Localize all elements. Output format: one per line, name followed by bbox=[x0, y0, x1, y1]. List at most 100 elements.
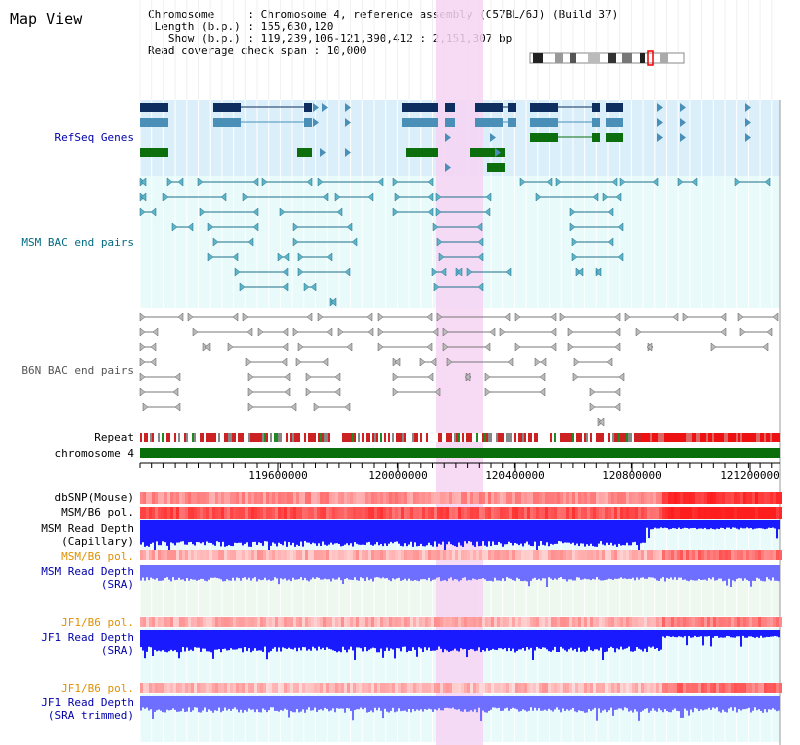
depth-bar bbox=[468, 565, 470, 580]
heatmap-cell bbox=[518, 683, 521, 693]
heatmap-cell bbox=[602, 550, 605, 560]
depth-bar bbox=[604, 630, 606, 653]
depth-bar bbox=[186, 565, 188, 578]
heatmap-cell bbox=[179, 507, 182, 519]
track-label-jf1-depth-trimmed[interactable]: JF1 Read Depth (SRA trimmed) bbox=[0, 696, 134, 722]
heatmap-cell bbox=[317, 492, 320, 504]
heatmap-cell bbox=[746, 507, 749, 519]
heatmap-cell bbox=[434, 507, 437, 519]
depth-bar bbox=[218, 696, 220, 708]
depth-bar bbox=[490, 565, 492, 581]
depth-bar bbox=[600, 630, 602, 648]
depth-bar bbox=[382, 565, 384, 578]
depth-bar bbox=[224, 520, 226, 547]
msm-bac-pairs[interactable] bbox=[139, 177, 771, 307]
track-label-line: (SRA) bbox=[100, 644, 134, 657]
depth-bar bbox=[246, 696, 248, 712]
depth-bar bbox=[534, 565, 536, 578]
heatmap-cell bbox=[236, 507, 239, 519]
depth-bar bbox=[762, 565, 764, 582]
repeat-mark bbox=[294, 433, 296, 442]
b6n-bac-pairs[interactable] bbox=[139, 312, 779, 427]
bac-end-arrow bbox=[433, 282, 440, 292]
heatmap-cell bbox=[617, 683, 620, 693]
track-label-msm-b6-pol[interactable]: MSM/B6 pol. bbox=[61, 506, 134, 519]
depth-bar bbox=[516, 565, 518, 578]
depth-bar bbox=[516, 520, 518, 544]
bac-end-arrow bbox=[766, 327, 773, 337]
repeat-mark bbox=[300, 433, 302, 442]
depth-bar bbox=[404, 696, 406, 711]
refseq-gene-models[interactable] bbox=[140, 103, 751, 172]
heatmap-cell bbox=[335, 492, 338, 504]
repeat-mark bbox=[256, 433, 258, 442]
track-label-chromosome[interactable]: chromosome 4 bbox=[54, 447, 134, 460]
heatmap-cell bbox=[440, 617, 443, 627]
track-label-refseq[interactable]: RefSeq Genes bbox=[54, 131, 134, 144]
track-label-msm-b6-pol-sra[interactable]: MSM/B6 pol. bbox=[61, 550, 134, 563]
repeat-mark bbox=[476, 433, 478, 442]
depth-bar bbox=[412, 565, 414, 581]
heatmap-cell bbox=[641, 492, 644, 504]
depth-bar bbox=[776, 565, 778, 581]
heatmap-cell bbox=[770, 683, 773, 693]
chromosome-ideogram[interactable] bbox=[529, 50, 685, 66]
repeat-mark bbox=[726, 433, 728, 442]
bac-end-arrow bbox=[277, 252, 284, 262]
depth-bar bbox=[288, 630, 290, 648]
track-label-msm-depth-sra[interactable]: MSM Read Depth (SRA) bbox=[0, 565, 134, 591]
heatmap-cell bbox=[701, 507, 704, 519]
heatmap-cell bbox=[164, 683, 167, 693]
depth-bar bbox=[390, 630, 392, 649]
repeat-mark bbox=[690, 433, 692, 442]
polymorphism-heatmaps bbox=[140, 492, 782, 693]
heatmap-cell bbox=[227, 492, 230, 504]
depth-bar bbox=[564, 630, 566, 651]
depth-bar bbox=[622, 565, 624, 579]
depth-bar bbox=[170, 565, 172, 582]
depth-bar bbox=[524, 565, 526, 581]
heatmap-cell bbox=[458, 550, 461, 560]
depth-bar bbox=[194, 520, 196, 546]
depth-bar bbox=[250, 630, 252, 653]
heatmap-cell bbox=[302, 683, 305, 693]
heatmap-cell bbox=[608, 683, 611, 693]
track-label-b6n-bac[interactable]: B6N BAC end pairs bbox=[21, 364, 134, 377]
track-label-jf1-b6-pol-trimmed[interactable]: JF1/B6 pol. bbox=[61, 682, 134, 695]
depth-bar bbox=[200, 565, 202, 579]
track-label-msm-depth-capillary[interactable]: MSM Read Depth (Capillary) bbox=[0, 522, 134, 548]
heatmap-cell bbox=[371, 683, 374, 693]
heatmap-cell bbox=[239, 550, 242, 560]
depth-bar bbox=[210, 696, 212, 711]
depth-bar bbox=[250, 565, 252, 581]
depth-bar bbox=[292, 520, 294, 543]
repeat-mark bbox=[214, 433, 216, 442]
depth-bar bbox=[552, 565, 554, 580]
track-label-msm-bac[interactable]: MSM BAC end pairs bbox=[21, 236, 134, 249]
heatmap-cell bbox=[608, 550, 611, 560]
depth-bar bbox=[146, 565, 148, 578]
heatmap-cell bbox=[578, 507, 581, 519]
gene-exon bbox=[592, 118, 600, 127]
track-label-dbsnp[interactable]: dbSNP(Mouse) bbox=[54, 491, 134, 504]
depth-bar bbox=[240, 630, 242, 649]
gene-exon bbox=[447, 103, 455, 112]
heatmap-cell bbox=[314, 507, 317, 519]
heatmap-cell bbox=[284, 617, 287, 627]
depth-bar bbox=[738, 696, 740, 710]
depth-bar bbox=[558, 520, 560, 542]
heatmap-cell bbox=[368, 683, 371, 693]
heatmap-cell bbox=[611, 617, 614, 627]
depth-bar bbox=[382, 630, 384, 658]
heatmap-cell bbox=[185, 683, 188, 693]
heatmap-cell bbox=[140, 492, 143, 504]
bac-end-arrow bbox=[737, 312, 744, 322]
track-label-jf1-b6-pol[interactable]: JF1/B6 pol. bbox=[61, 616, 134, 629]
depth-bar bbox=[356, 696, 358, 710]
depth-bar bbox=[552, 630, 554, 651]
track-label-repeat[interactable]: Repeat bbox=[94, 431, 134, 444]
depth-bar bbox=[532, 520, 534, 547]
track-label-jf1-depth-sra[interactable]: JF1 Read Depth (SRA) bbox=[0, 631, 134, 657]
depth-bar bbox=[422, 630, 424, 653]
